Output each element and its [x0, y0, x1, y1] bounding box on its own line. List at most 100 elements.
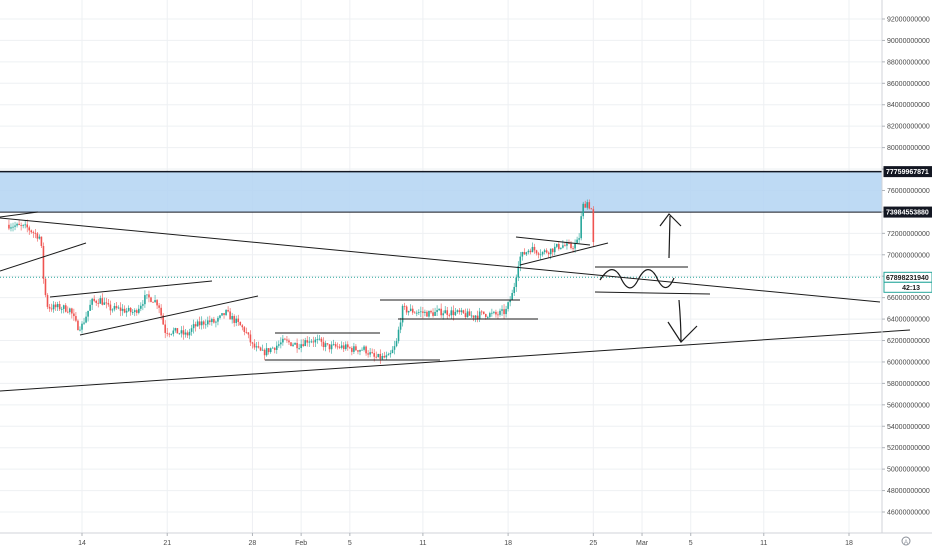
svg-text:A: A [904, 540, 908, 546]
candle-down [18, 223, 20, 226]
candle-down [432, 312, 434, 316]
candle-up [418, 312, 420, 313]
candle-up [261, 349, 264, 351]
candle-up [416, 312, 418, 314]
candle-up [553, 246, 556, 253]
candle-down [259, 347, 262, 351]
candle-down [537, 253, 540, 255]
candle-down [46, 295, 49, 307]
candle-down [306, 340, 309, 343]
candle-up [501, 309, 503, 311]
candle-up [541, 252, 544, 255]
x-tick-label: 18 [845, 540, 853, 547]
y-tick-label: 48000000000 [887, 488, 930, 495]
y-tick-label: 84000000000 [887, 102, 930, 109]
y-tick-label: 52000000000 [887, 445, 930, 452]
candle-up [539, 254, 542, 256]
x-tick-label: 14 [78, 540, 86, 547]
candle-up [387, 354, 390, 356]
candle-down [495, 311, 497, 315]
candle-up [509, 300, 511, 303]
candle-up [204, 324, 207, 326]
candle-down [284, 338, 286, 340]
candle-up [225, 310, 227, 316]
candle-down [263, 349, 266, 356]
candle-up [154, 300, 156, 303]
y-tick-label: 92000000000 [887, 17, 930, 24]
candle-down [290, 342, 292, 346]
candle-up [170, 333, 173, 335]
x-tick-label: Mar [636, 540, 649, 547]
candle-up [38, 236, 41, 239]
candle-up [381, 355, 384, 360]
candle-up [16, 223, 18, 226]
candle-up [428, 310, 430, 317]
candle-down [405, 306, 408, 313]
candle-up [549, 248, 552, 255]
candle-down [322, 341, 325, 348]
candles-layer [8, 199, 595, 364]
candle-down [564, 245, 566, 247]
candle-down [50, 308, 53, 310]
candle-up [60, 308, 63, 310]
candle-down [351, 348, 353, 352]
candle-down [8, 224, 10, 229]
y-tick-label: 58000000000 [887, 381, 930, 388]
candle-up [81, 323, 83, 330]
candle-down [273, 347, 276, 350]
candle-down [166, 332, 169, 334]
candle-down [32, 232, 35, 233]
candle-down [413, 312, 416, 314]
candle-down [371, 352, 373, 354]
candle-up [466, 311, 469, 318]
candle-down [468, 311, 471, 316]
candle-down [34, 232, 37, 234]
candle-down [198, 321, 201, 326]
candle-up [566, 243, 568, 246]
candle-up [436, 310, 438, 312]
candle-up [219, 315, 221, 318]
candle-down [472, 315, 475, 318]
candle-up [172, 330, 175, 334]
candle-up [525, 252, 528, 255]
candle-down [484, 313, 487, 317]
candle-up [519, 256, 522, 267]
candle-up [217, 317, 219, 322]
candle-up [180, 330, 183, 334]
candle-down [160, 307, 162, 316]
settings-icon[interactable]: A [901, 536, 911, 546]
candle-down [64, 305, 67, 312]
x-tick-label: 11 [760, 540, 767, 547]
candle-up [401, 305, 404, 323]
candle-up [586, 202, 589, 208]
candle-down [446, 310, 449, 315]
candle-up [391, 349, 394, 354]
price-tag-box [883, 281, 932, 293]
candle-up [517, 266, 520, 278]
candle-down [312, 341, 315, 343]
candle-down [547, 252, 550, 255]
candle-down [448, 314, 451, 316]
x-tick-label: Feb [295, 540, 307, 547]
candle-up [278, 344, 280, 346]
candle-up [87, 310, 89, 317]
candle-down [54, 304, 57, 308]
candle-up [511, 292, 513, 301]
candle-down [464, 313, 467, 318]
candle-up [52, 304, 55, 310]
x-tick-label: 21 [163, 540, 171, 547]
candle-up [292, 344, 294, 346]
candle-up [493, 311, 495, 313]
candle-up [255, 346, 258, 348]
axis-layer [0, 0, 932, 534]
candle-up [474, 315, 477, 318]
candle-up [211, 319, 213, 323]
candle-down [202, 321, 205, 325]
candle-up [556, 243, 558, 247]
candle-down [243, 327, 246, 332]
candle-up [531, 246, 534, 253]
triangle-upper [515, 236, 591, 246]
